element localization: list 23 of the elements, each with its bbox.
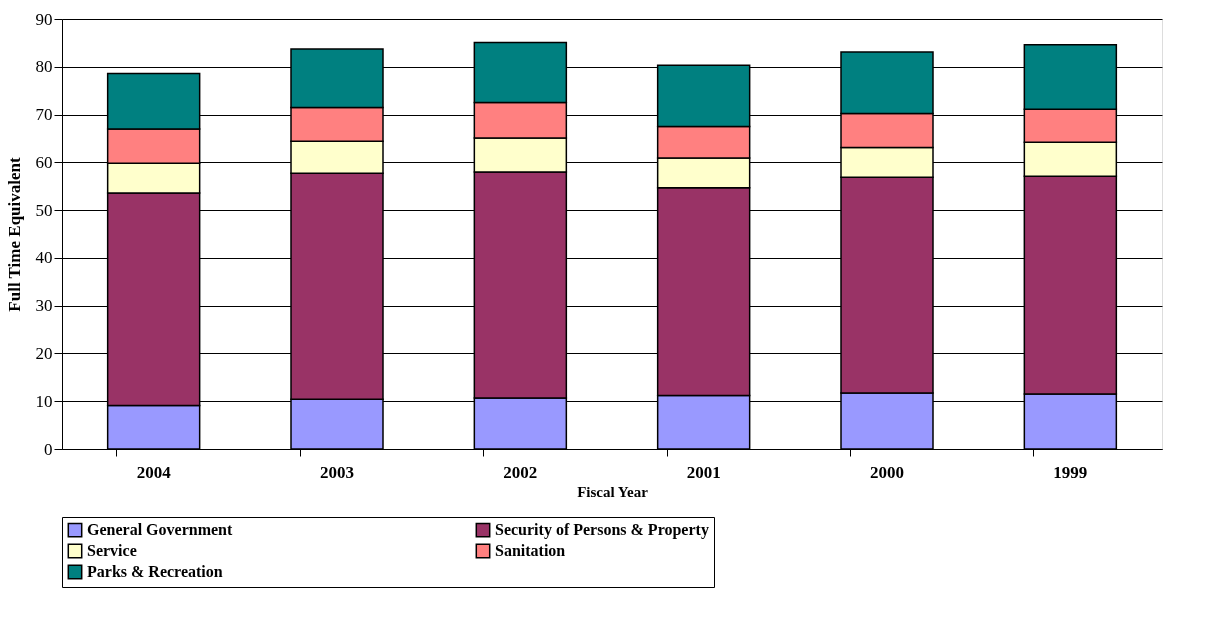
legend-label: Parks & Recreation [87, 563, 223, 580]
legend-label: General Government [87, 521, 233, 539]
y-tick-label: 90 [35, 9, 53, 29]
x-tick-label: 2004 [136, 462, 172, 482]
x-tick-label: 2000 [870, 462, 904, 482]
x-axis-title: Fiscal Year [577, 483, 649, 500]
x-tick-label: 2003 [320, 462, 354, 482]
y-tick-label: 50 [35, 200, 53, 220]
y-axis-title: Full Time Equivalent [4, 157, 24, 312]
y-tick-label: 40 [35, 248, 53, 268]
y-tick-label: 60 [35, 152, 53, 172]
x-tick-label: 1999 [1053, 462, 1088, 482]
y-tick-label: 20 [35, 343, 53, 363]
y-tick-label: 10 [35, 391, 53, 411]
legend-label: Sanitation [495, 542, 566, 559]
legend-label: Security of Persons & Property [495, 521, 709, 540]
y-tick-label: 70 [35, 105, 53, 125]
legend-label: Service [87, 542, 137, 559]
y-tick-label: 0 [44, 439, 53, 459]
y-tick-label: 30 [35, 296, 53, 316]
x-tick-label: 2001 [686, 462, 721, 482]
y-tick-label: 80 [35, 57, 53, 77]
x-tick-label: 2002 [503, 462, 538, 482]
